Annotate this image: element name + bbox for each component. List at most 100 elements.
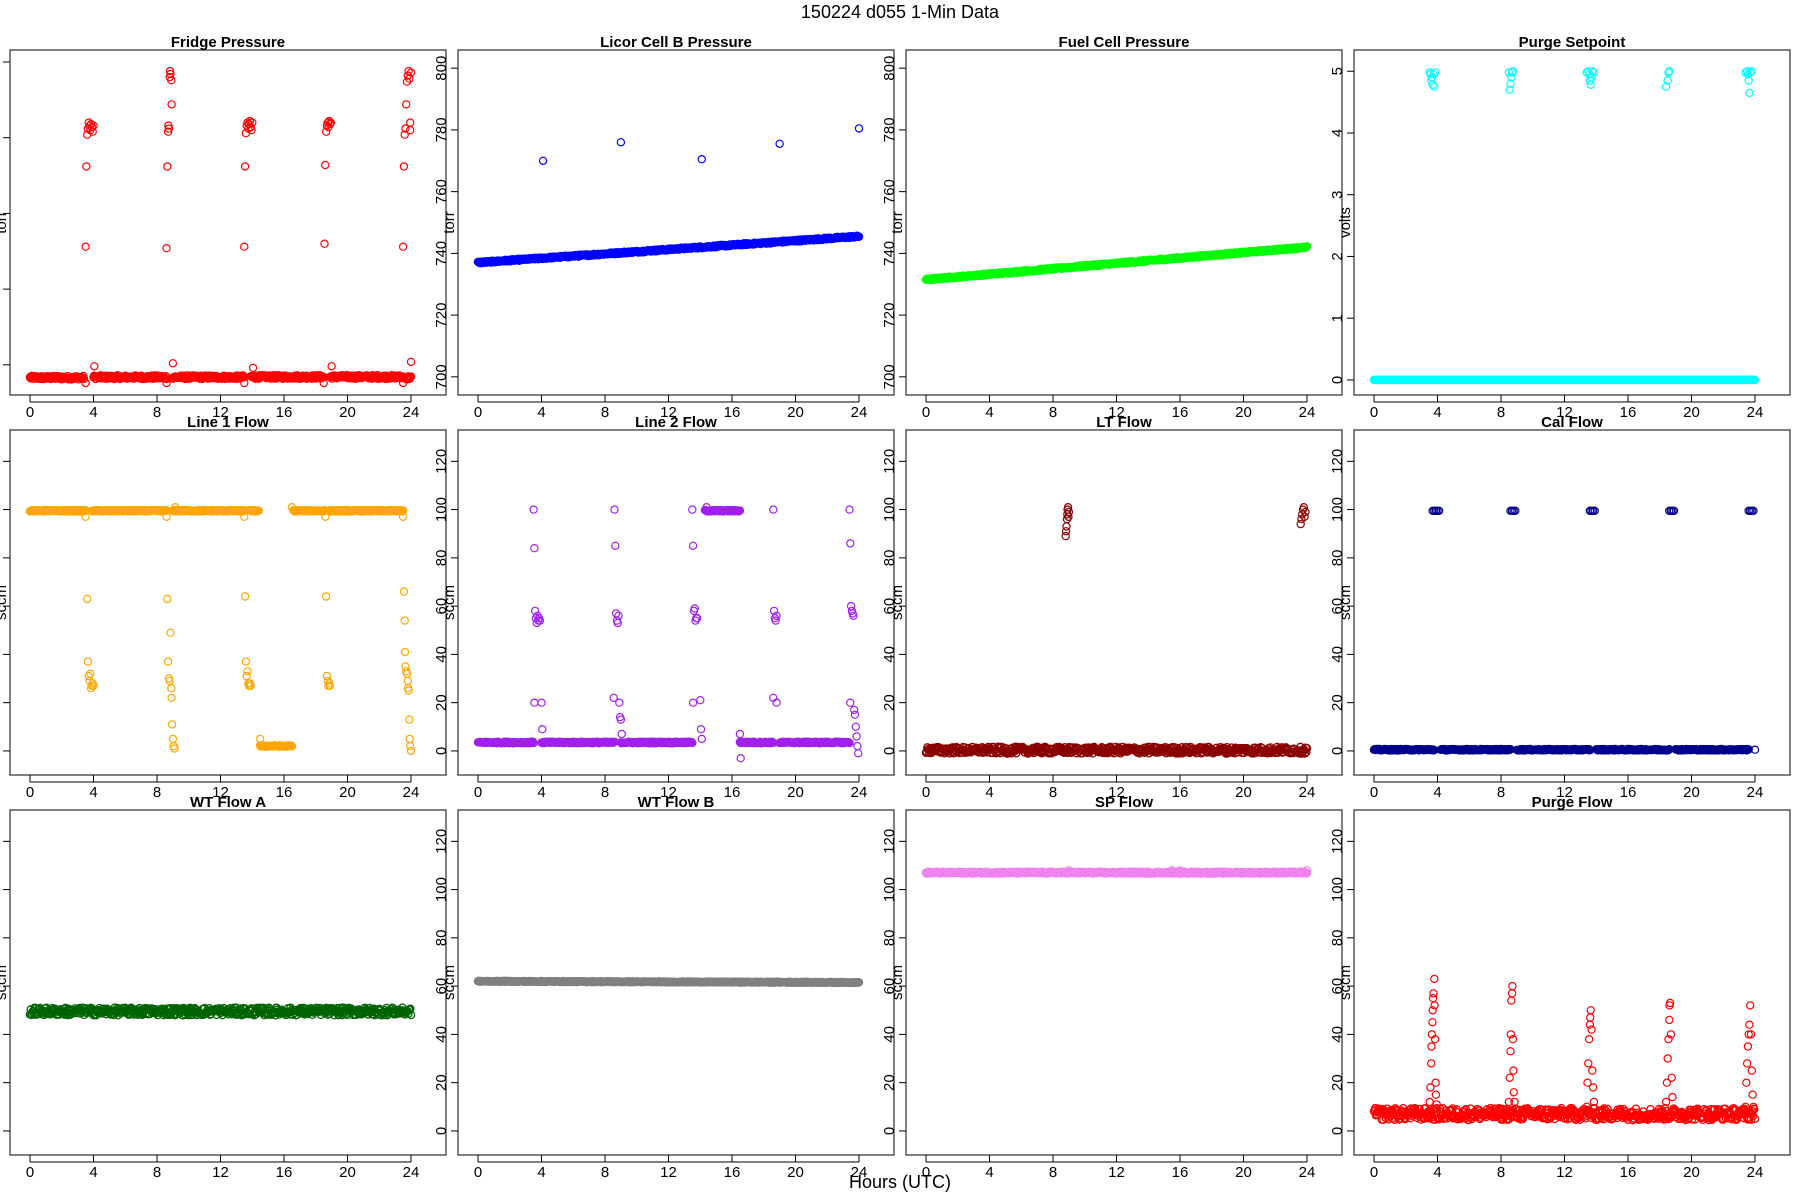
panel-title: Cal Flow <box>1541 414 1603 431</box>
data-point <box>90 362 99 371</box>
data-point <box>697 734 707 744</box>
x-tick-label: 16 <box>276 404 293 421</box>
x-tick-label: 0 <box>26 404 34 421</box>
data-point <box>406 746 416 756</box>
data-point <box>402 100 411 109</box>
x-tick-label: 0 <box>1370 404 1378 421</box>
y-tick-label: 700 <box>881 364 898 389</box>
data-point <box>688 541 698 551</box>
x-tick-label: 20 <box>1235 404 1252 421</box>
data-point <box>162 243 171 253</box>
data-point <box>241 657 251 666</box>
y-tick-label: 760 <box>433 179 450 204</box>
data-point <box>399 162 409 171</box>
x-tick-label: 0 <box>922 404 930 421</box>
data-point <box>405 74 414 83</box>
y-tick-label: 40 <box>1329 646 1346 663</box>
x-tick-label: 8 <box>1049 784 1057 801</box>
data-points <box>473 503 863 763</box>
data-point <box>611 541 620 551</box>
x-tick-label: 0 <box>1370 784 1378 801</box>
y-tick-label: 0 <box>0 1127 2 1135</box>
data-point <box>850 710 860 719</box>
y-tick-label: 2 <box>1329 252 1346 260</box>
x-tick-label: 8 <box>153 404 161 421</box>
y-tick-label: 780 <box>433 117 450 142</box>
x-tick-label: 24 <box>1747 784 1764 801</box>
y-tick-label: 20 <box>0 694 2 711</box>
x-tick-label: 12 <box>1108 404 1125 421</box>
panel-title: WT Flow A <box>190 794 266 811</box>
x-tick-label: 20 <box>787 784 804 801</box>
data-point <box>401 124 410 133</box>
x-tick-label: 24 <box>851 404 868 421</box>
data-point <box>81 378 90 388</box>
y-tick-label: 100 <box>0 497 2 522</box>
panel-wt-flow-a: WT Flow Asccm04812162024020406080100120 <box>0 794 447 1181</box>
y-tick-label: 120 <box>0 829 2 854</box>
data-point <box>240 378 249 388</box>
figure-xlabel: Hours (UTC) <box>849 1172 951 1192</box>
plot-frame <box>457 49 895 396</box>
x-axis: 0 4 8 12 16 20 24 <box>922 395 1315 421</box>
x-tick-label: 20 <box>339 784 356 801</box>
data-point <box>1062 522 1071 531</box>
y-tick-label: 100 <box>881 497 898 522</box>
y-tick-label: 120 <box>0 449 2 474</box>
x-tick-label: 8 <box>1497 784 1505 801</box>
x-tick-label: 16 <box>1172 784 1189 801</box>
data-point <box>406 118 415 127</box>
data-points <box>25 503 416 756</box>
data-point <box>166 69 175 79</box>
panel-title: Line 1 Flow <box>187 414 269 431</box>
data-point <box>405 734 414 744</box>
x-tick-label: 8 <box>153 1164 161 1181</box>
plot-frame <box>905 429 1343 776</box>
data-point <box>163 594 172 604</box>
data-point <box>79 374 89 384</box>
y-tick-label: 700 <box>433 364 450 389</box>
data-point <box>82 162 91 171</box>
data-point <box>405 715 414 724</box>
data-point <box>81 242 90 251</box>
y-tick-label: 3 <box>1329 191 1346 199</box>
data-point <box>87 122 97 132</box>
y-tick-label: 3000 <box>0 45 2 78</box>
x-tick-label: 8 <box>601 404 609 421</box>
x-tick-label: 20 <box>1683 404 1700 421</box>
data-point <box>164 121 173 130</box>
data-point <box>538 725 547 734</box>
data-points <box>1369 506 1760 755</box>
panel-title: Licor Cell B Pressure <box>600 34 752 51</box>
x-tick-label: 4 <box>89 1164 97 1181</box>
y-tick-label: 60 <box>881 598 898 615</box>
data-point <box>168 359 178 368</box>
data-point <box>167 693 176 703</box>
y-axis-label: volts <box>1337 207 1354 238</box>
y-tick-label: 1000 <box>0 348 2 381</box>
x-tick-label: 24 <box>403 784 420 801</box>
data-point <box>406 357 416 366</box>
x-tick-label: 4 <box>1433 404 1441 421</box>
y-tick-label: 80 <box>433 550 450 567</box>
panel-title: Line 2 Flow <box>635 414 717 431</box>
y-tick-label: 120 <box>1329 449 1346 474</box>
x-tick-label: 8 <box>601 784 609 801</box>
data-points <box>473 124 864 268</box>
x-tick-label: 16 <box>724 404 741 421</box>
data-point <box>530 698 539 707</box>
y-tick-label: 5 <box>1329 67 1346 75</box>
y-tick-label: 80 <box>1329 550 1346 567</box>
x-tick-label: 4 <box>537 784 545 801</box>
x-tick-label: 0 <box>26 1164 34 1181</box>
data-point <box>398 242 408 251</box>
data-point <box>398 378 408 388</box>
x-tick-label: 16 <box>276 1164 293 1181</box>
x-tick-label: 8 <box>1049 404 1057 421</box>
data-point <box>529 505 538 514</box>
y-tick-label: 80 <box>0 550 2 567</box>
data-point <box>400 130 409 139</box>
y-axis-label: torr <box>441 211 458 234</box>
y-tick-label: 0 <box>1329 376 1346 384</box>
